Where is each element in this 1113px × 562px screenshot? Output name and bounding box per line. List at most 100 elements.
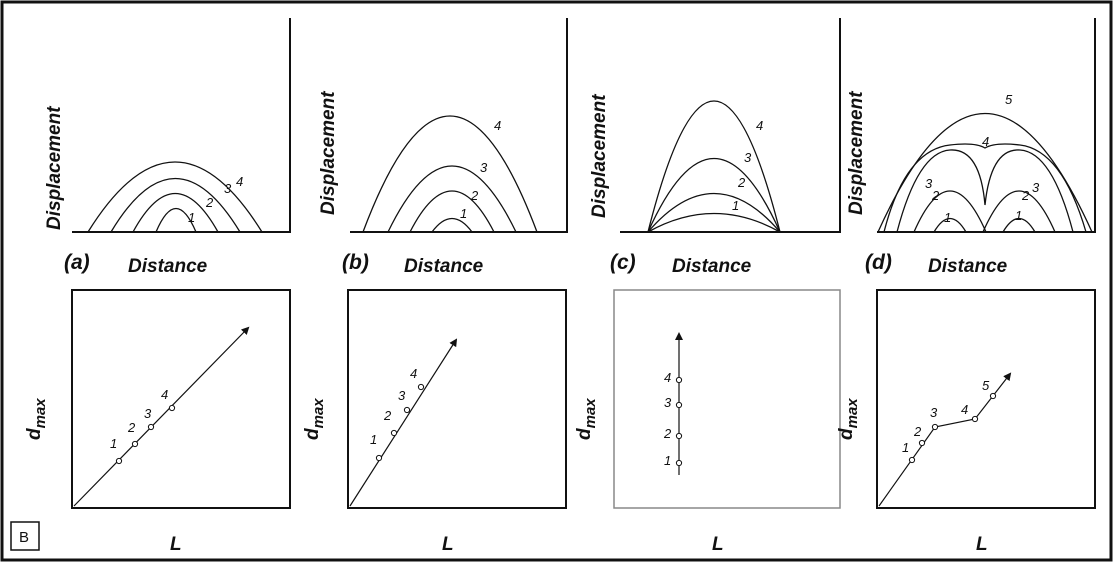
curve-b-3: [387, 165, 517, 233]
axes-top-a: [72, 18, 291, 233]
point-d-1: [908, 456, 916, 464]
panel-label-b: (b): [342, 251, 369, 274]
xlabel-top-b: Distance: [404, 256, 484, 277]
curve-label-d-3-right: 3: [1032, 180, 1040, 195]
curve-a-2: [132, 193, 219, 233]
badge-label: B: [19, 529, 29, 546]
bottom-panel-c: 1 2 3 4 dmax L: [574, 289, 841, 555]
curve-d-1-right: [1002, 217, 1036, 233]
bottom-panel-a: 1 2 3 4 dmax L: [24, 289, 291, 555]
point-c-4: [675, 376, 683, 384]
curve-b-1: [431, 217, 473, 233]
point-label-a-1: 1: [110, 436, 117, 451]
trend-line-d: [878, 372, 1012, 507]
curve-c-3: [647, 158, 781, 233]
point-d-2: [918, 439, 926, 447]
point-label-c-1: 1: [664, 453, 671, 468]
xlabel-bottom-d: L: [976, 534, 988, 555]
point-label-d-2: 2: [913, 424, 922, 439]
curve-label-a-1: 1: [188, 210, 195, 225]
point-b-1: [375, 454, 383, 462]
curve-label-c-3: 3: [744, 150, 752, 165]
point-label-a-2: 2: [127, 420, 136, 435]
curve-label-b-1: 1: [460, 206, 467, 221]
point-c-1: [675, 459, 683, 467]
ylabel-bottom-b: dmax: [302, 398, 327, 440]
curve-d-3: [896, 149, 1074, 233]
trend-line-b: [349, 338, 458, 507]
axes-top-b: [350, 18, 568, 233]
curve-d-1-left: [933, 217, 967, 233]
ylabel-bottom-d: dmax: [836, 398, 861, 440]
curve-label-b-4: 4: [494, 118, 501, 133]
curve-label-c-2: 2: [737, 175, 746, 190]
xlabel-bottom-b: L: [442, 534, 454, 555]
point-label-b-4: 4: [410, 366, 417, 381]
curve-c-2: [647, 192, 781, 233]
curve-label-a-4: 4: [236, 174, 243, 189]
point-c-2: [675, 432, 683, 440]
point-b-3: [403, 406, 411, 414]
curve-label-d-5: 5: [1005, 92, 1013, 107]
curve-label-c-4: 4: [756, 118, 763, 133]
point-label-b-3: 3: [398, 388, 406, 403]
point-d-5: [989, 392, 997, 400]
ylabel-bottom-c: dmax: [574, 398, 599, 440]
xlabel-bottom-a: L: [170, 534, 182, 555]
point-label-d-5: 5: [982, 378, 990, 393]
point-a-1: [115, 457, 123, 465]
curve-label-d-4: 4: [982, 134, 989, 149]
panel-label-c: (c): [610, 251, 636, 274]
curve-c-4: [647, 100, 781, 233]
curve-c-1: [647, 212, 781, 233]
bottom-panel-d: 1 2 3 4 5 dmax L: [836, 289, 1096, 555]
curve-d-2-left: [913, 190, 987, 233]
box-bottom-c: [613, 289, 841, 509]
curve-label-d-1: 1: [944, 210, 951, 225]
curve-label-d-1-right: 1: [1015, 208, 1022, 223]
ylabel-top-d: Displacement: [846, 91, 867, 215]
box-bottom-b: [347, 289, 567, 509]
xlabel-bottom-c: L: [712, 534, 724, 555]
bottom-panel-b: 1 2 3 4 dmax L: [302, 289, 567, 555]
curve-label-b-3: 3: [480, 160, 488, 175]
curve-d-4: [883, 143, 1087, 233]
top-panel-b: 1 2 3 4 Displacement (b) Distance: [318, 18, 568, 277]
curve-b-2: [409, 190, 495, 233]
point-label-b-1: 1: [370, 432, 377, 447]
curve-label-d-3: 3: [925, 176, 933, 191]
axes-top-d: [877, 18, 1096, 233]
point-label-a-4: 4: [161, 387, 168, 402]
curve-d-2-right: [982, 190, 1056, 233]
box-bottom-a: [71, 289, 291, 509]
ylabel-bottom-d-main: d: [836, 428, 857, 440]
curve-a-4: [87, 161, 263, 233]
point-a-3: [147, 423, 155, 431]
ylabel-bottom-d-sub: max: [844, 398, 861, 429]
point-b-2: [390, 429, 398, 437]
top-panel-d: 1 2 3 4 5 1 2 3 Displacement (d) Distanc…: [846, 18, 1096, 277]
curve-a-1: [155, 207, 197, 233]
ylabel-bottom-a-sub: max: [32, 398, 49, 429]
xlabel-top-a: Distance: [128, 256, 208, 277]
ylabel-bottom-b-main: d: [302, 428, 323, 440]
point-label-c-3: 3: [664, 395, 672, 410]
point-label-d-1: 1: [902, 440, 909, 455]
ylabel-bottom-a-main: d: [24, 428, 45, 440]
axes-top-c: [620, 18, 841, 233]
point-label-b-2: 2: [383, 408, 392, 423]
panel-label-a: (a): [64, 251, 90, 274]
ylabel-bottom-c-main: d: [574, 428, 595, 440]
curve-label-b-2: 2: [470, 188, 479, 203]
badge-box: [10, 521, 40, 551]
ylabel-top-a: Displacement: [44, 106, 65, 230]
figure-badge: B: [10, 521, 40, 551]
ylabel-bottom-c-sub: max: [582, 398, 599, 429]
curve-a-3: [110, 178, 241, 233]
curve-d-5: [877, 113, 1093, 233]
point-d-3: [931, 423, 939, 431]
trend-line-a: [73, 326, 250, 507]
top-panel-c: 1 2 3 4 Displacement (c) Distance: [589, 18, 841, 277]
